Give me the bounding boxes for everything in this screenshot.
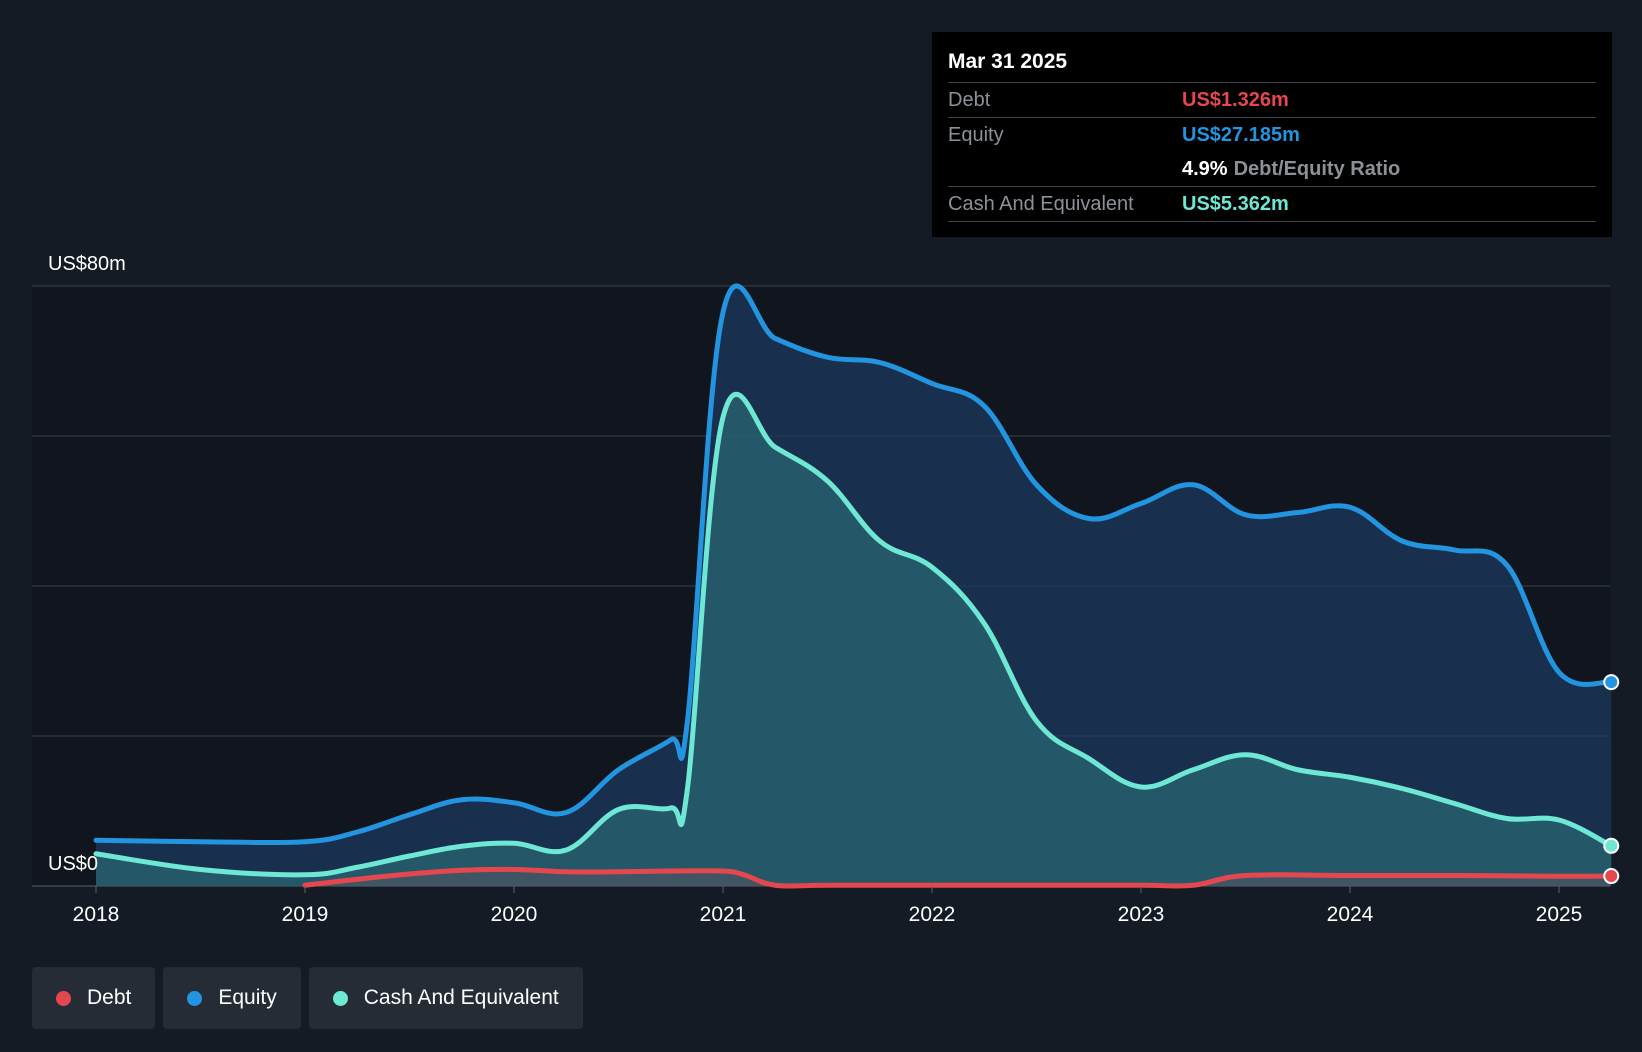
legend-item-debt[interactable]: Debt	[32, 967, 156, 1029]
tooltip-debt-label: Debt	[948, 88, 991, 111]
legend-item-cash[interactable]: Cash And Equivalent	[308, 967, 583, 1029]
tooltip-cash-label: Cash And Equivalent	[948, 192, 1134, 215]
tooltip-row-debt: Debt US$1.326m	[948, 82, 1596, 117]
tooltip-equity-label: Equity	[948, 123, 1004, 146]
legend-debt-label: Debt	[87, 986, 132, 1009]
debt-line	[302, 866, 1614, 889]
legend-cash-label: Cash And Equivalent	[363, 986, 559, 1009]
x-tick-label: 2023	[1118, 903, 1165, 926]
tooltip-row-cash: Cash And Equivalent US$5.362m	[948, 186, 1596, 222]
x-tick-label: 2022	[909, 903, 956, 926]
equity-dot-icon	[187, 990, 203, 1006]
chart-legend: Debt Equity Cash And Equivalent	[32, 967, 583, 1029]
tooltip-row-equity: Equity US$27.185m	[948, 117, 1596, 152]
y-tick-label: US$0	[48, 853, 98, 875]
tooltip-debt-value: US$1.326m	[1182, 88, 1289, 111]
tooltip-ratio-value: 4.9%	[1182, 157, 1228, 180]
legend-item-equity[interactable]: Equity	[163, 967, 301, 1029]
debt-dot-icon	[56, 990, 71, 1006]
cash-dot-icon	[332, 990, 348, 1006]
cash-line	[93, 392, 1614, 878]
x-tick-label: 2020	[491, 903, 538, 926]
x-tick-label: 2024	[1327, 903, 1374, 926]
tooltip-date: Mar 31 2025	[948, 50, 1068, 73]
cash-area	[96, 394, 1612, 886]
equity-end-marker	[1603, 674, 1620, 691]
tooltip-row-ratio: 4.9% Debt/Equity Ratio	[948, 152, 1596, 186]
tooltip-ratio-label: Debt/Equity Ratio	[1233, 157, 1401, 180]
x-tick-label: 2025	[1536, 903, 1583, 926]
x-tick-label: 2018	[73, 903, 120, 926]
tooltip-panel: Mar 31 2025 Debt US$1.326m Equity US$27.…	[932, 32, 1612, 237]
cash-end-marker	[1603, 837, 1620, 854]
debt-end-marker	[1603, 868, 1620, 885]
equity-line	[93, 283, 1614, 846]
y-tick-label: US$80m	[48, 253, 126, 275]
x-tick-label: 2019	[282, 903, 329, 926]
tooltip-equity-value: US$27.185m	[1182, 123, 1300, 146]
legend-equity-label: Equity	[218, 986, 277, 1009]
tooltip-cash-value: US$5.362m	[1182, 192, 1289, 215]
x-tick-label: 2021	[700, 903, 747, 926]
